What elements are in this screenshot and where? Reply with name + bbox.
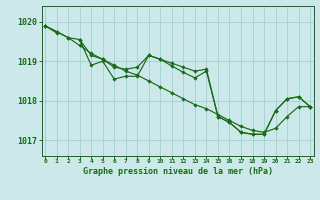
X-axis label: Graphe pression niveau de la mer (hPa): Graphe pression niveau de la mer (hPa)	[83, 167, 273, 176]
